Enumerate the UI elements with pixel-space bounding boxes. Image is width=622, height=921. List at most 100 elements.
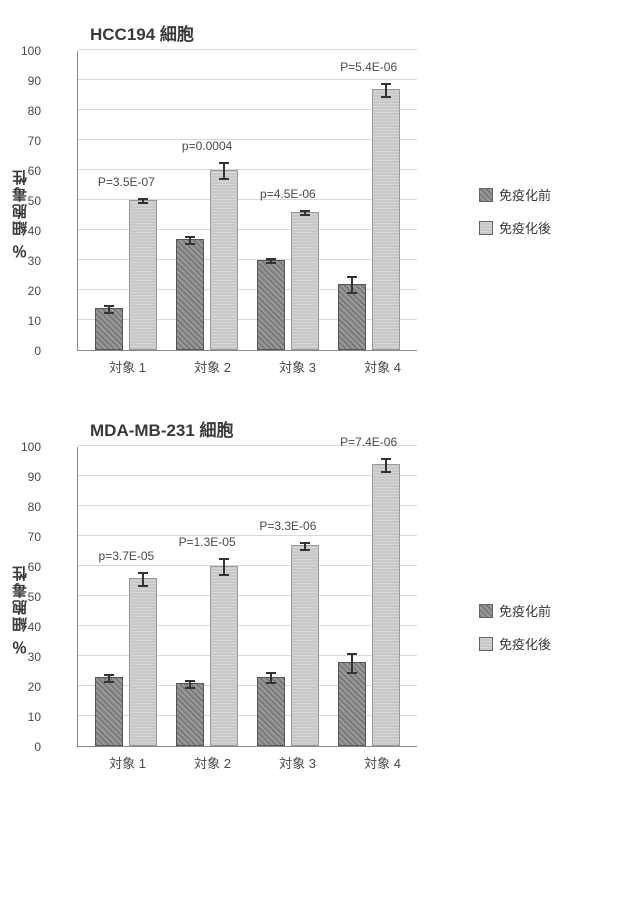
x-tick-label: 対象 1 <box>109 357 146 376</box>
legend-item: 免疫化後 <box>479 634 551 653</box>
y-tick: 90 <box>11 74 41 88</box>
p-value-label: P=3.5E-07 <box>98 175 155 189</box>
legend-item: 免疫化後 <box>479 218 551 237</box>
bars-layer: p=3.7E-05 P=1.3E-05 P=3.3E-06 P=7.4E-06 <box>78 447 417 746</box>
bar-group: p=3.7E-05 <box>95 578 157 746</box>
y-tick: 50 <box>11 590 41 604</box>
bar-group: p=0.0004 <box>176 170 238 350</box>
plot-area: p=3.7E-05 P=1.3E-05 P=3.3E-06 P=7.4E-06 <box>77 447 417 747</box>
x-tick-label: 対象 4 <box>364 357 401 376</box>
p-value-label: P=7.4E-06 <box>340 435 397 449</box>
legend-item: 免疫化前 <box>479 185 551 204</box>
plot-wrap: ％ 細胞毒性0102030405060708090100P=3.5E-07p=0… <box>10 51 612 376</box>
bar-pre <box>338 662 366 746</box>
plot-wrap: ％ 細胞毒性0102030405060708090100p=3.7E-05P=1… <box>10 447 612 772</box>
legend-label: 免疫化後 <box>499 634 551 653</box>
y-tick: 20 <box>11 680 41 694</box>
bar-group: P=1.3E-05 <box>176 566 238 746</box>
x-tick-label: 対象 2 <box>194 357 231 376</box>
y-axis-label: ％ 細胞毒性 <box>10 168 31 259</box>
bar-post <box>372 464 400 746</box>
y-tick: 70 <box>11 134 41 148</box>
bar-pre <box>95 677 123 746</box>
legend-swatch-pre <box>479 604 493 618</box>
x-tick-label: 対象 3 <box>279 357 316 376</box>
x-tick-label: 対象 2 <box>194 753 231 772</box>
bar-pre <box>257 677 285 746</box>
error-bar <box>385 458 387 473</box>
plot: 0102030405060708090100p=3.7E-05P=1.3E-05… <box>77 447 433 772</box>
bar-group: P=3.3E-06 <box>257 545 319 746</box>
error-bar <box>142 572 144 587</box>
bar-group: p=4.5E-06 <box>257 212 319 350</box>
error-bar <box>351 653 353 674</box>
y-tick: 40 <box>11 224 41 238</box>
p-value-label: p=4.5E-06 <box>260 187 316 201</box>
error-bar <box>108 305 110 314</box>
bar-post <box>129 578 157 746</box>
y-tick: 60 <box>11 164 41 178</box>
bar-pre <box>176 239 204 350</box>
bar-post <box>210 566 238 746</box>
bar-post <box>210 170 238 350</box>
y-tick: 80 <box>11 500 41 514</box>
x-axis-labels: 対象 1 対象 2 対象 3 対象 4 <box>77 747 433 772</box>
legend-swatch-post <box>479 221 493 235</box>
bar-group: P=3.5E-07 <box>95 200 157 350</box>
y-tick: 20 <box>11 284 41 298</box>
legend: 免疫化前免疫化後 <box>479 587 551 667</box>
p-value-label: P=5.4E-06 <box>340 60 397 74</box>
bar-post <box>291 545 319 746</box>
error-bar <box>142 198 144 204</box>
legend-item: 免疫化前 <box>479 601 551 620</box>
error-bar <box>351 276 353 294</box>
plot: 0102030405060708090100P=3.5E-07p=0.0004p… <box>77 51 433 376</box>
x-tick-label: 対象 3 <box>279 753 316 772</box>
error-bar <box>189 680 191 689</box>
y-tick: 10 <box>11 710 41 724</box>
y-tick: 50 <box>11 194 41 208</box>
y-tick: 90 <box>11 470 41 484</box>
legend-swatch-pre <box>479 188 493 202</box>
error-bar <box>189 236 191 245</box>
y-axis-label: ％ 細胞毒性 <box>10 564 31 655</box>
error-bar <box>304 210 306 216</box>
bar-pre <box>338 284 366 350</box>
x-axis-labels: 対象 1 対象 2 対象 3 対象 4 <box>77 351 433 376</box>
y-tick: 0 <box>11 740 41 754</box>
chart-block: MDA-MB-231 細胞％ 細胞毒性010203040506070809010… <box>10 416 612 772</box>
y-tick: 30 <box>11 650 41 664</box>
legend-label: 免疫化後 <box>499 218 551 237</box>
legend-label: 免疫化前 <box>499 185 551 204</box>
error-bar <box>270 258 272 264</box>
legend: 免疫化前免疫化後 <box>479 171 551 251</box>
y-tick: 40 <box>11 620 41 634</box>
y-tick: 0 <box>11 344 41 358</box>
p-value-label: p=0.0004 <box>182 139 232 153</box>
p-value-label: P=1.3E-05 <box>179 535 236 549</box>
error-bar <box>385 83 387 98</box>
bar-post <box>372 89 400 350</box>
bar-group: P=5.4E-06 <box>338 89 400 350</box>
y-tick: 100 <box>11 440 41 454</box>
bars-layer: P=3.5E-07 p=0.0004 p=4.5E-06 P=5.4E-06 <box>78 51 417 350</box>
x-tick-label: 対象 4 <box>364 753 401 772</box>
error-bar <box>223 558 225 576</box>
legend-swatch-post <box>479 637 493 651</box>
error-bar <box>108 674 110 683</box>
bar-pre <box>257 260 285 350</box>
p-value-label: P=3.3E-06 <box>259 519 316 533</box>
p-value-label: p=3.7E-05 <box>99 549 155 563</box>
plot-area: P=3.5E-07 p=0.0004 p=4.5E-06 P=5.4E-06 <box>77 51 417 351</box>
chart-title: HCC194 細胞 <box>90 20 612 45</box>
y-tick: 80 <box>11 104 41 118</box>
y-tick: 30 <box>11 254 41 268</box>
error-bar <box>223 162 225 180</box>
bar-pre <box>176 683 204 746</box>
x-tick-label: 対象 1 <box>109 753 146 772</box>
bar-group: P=7.4E-06 <box>338 464 400 746</box>
bar-pre <box>95 308 123 350</box>
gridline <box>78 49 417 50</box>
y-tick: 70 <box>11 530 41 544</box>
legend-label: 免疫化前 <box>499 601 551 620</box>
